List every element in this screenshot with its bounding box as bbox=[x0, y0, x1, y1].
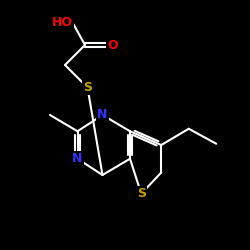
Text: N: N bbox=[97, 108, 108, 122]
Text: S: S bbox=[137, 187, 146, 200]
Text: HO: HO bbox=[52, 16, 72, 29]
Text: S: S bbox=[83, 81, 92, 94]
Text: O: O bbox=[107, 38, 118, 52]
Text: N: N bbox=[72, 152, 83, 165]
